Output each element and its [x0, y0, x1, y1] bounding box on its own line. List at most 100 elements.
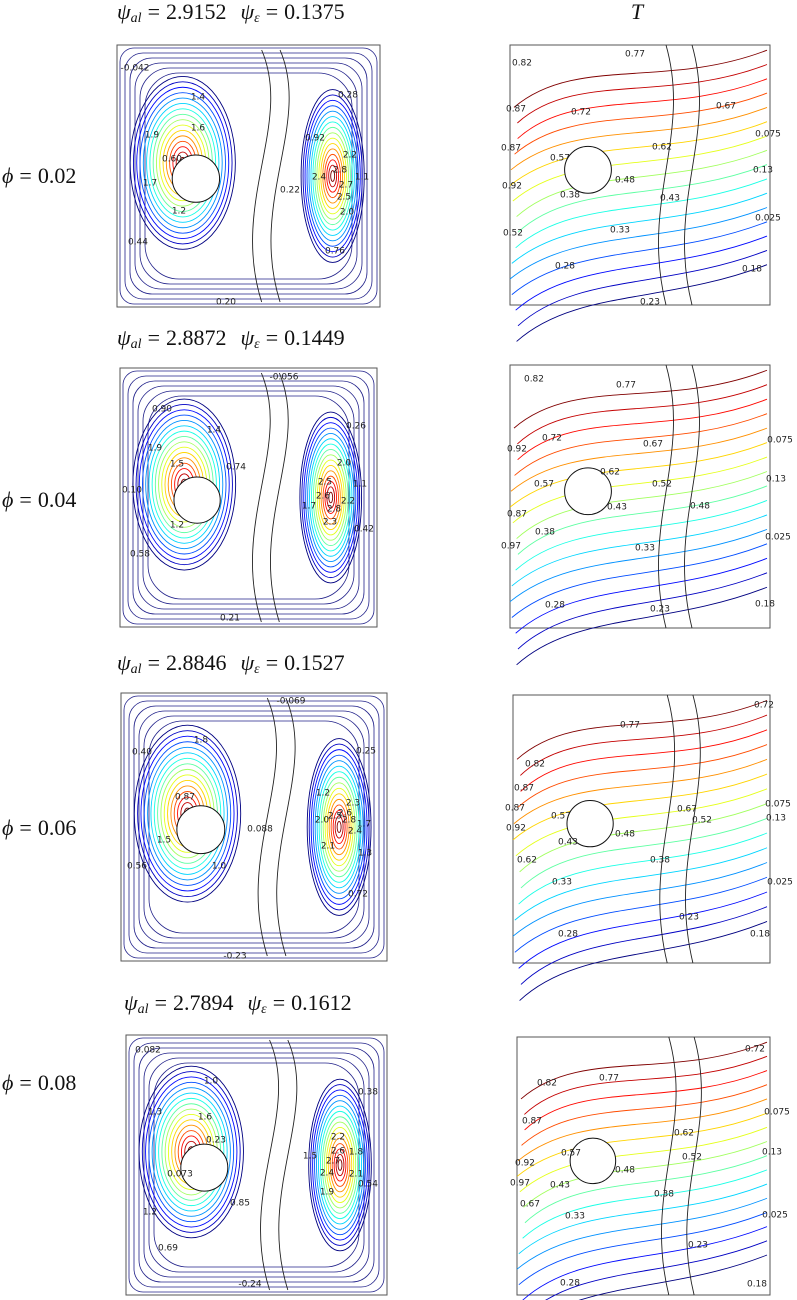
isotherm — [517, 164, 768, 233]
neutral-isotherm — [684, 364, 700, 629]
isotherm-label: 0.18 — [755, 600, 775, 610]
isotherm-label: 0.18 — [747, 1280, 767, 1290]
isotherm — [519, 921, 768, 1001]
header-part: ψ — [117, 650, 131, 675]
streamline-label: 2.3 — [346, 799, 360, 809]
vortex-contour — [145, 419, 224, 550]
isotherm — [520, 714, 768, 776]
isotherm-label: 0.18 — [750, 930, 770, 940]
vortex-contour — [316, 132, 349, 220]
isotherm — [517, 572, 768, 650]
header-part: 0.1612 — [291, 990, 352, 1015]
phi-symbol: ϕ — [2, 487, 13, 512]
isotherm — [517, 485, 768, 555]
vortex-contour — [304, 99, 361, 253]
isotherm — [515, 178, 768, 249]
vortex-contour — [318, 137, 347, 215]
vortex-contour — [328, 164, 338, 188]
panel-frame — [509, 44, 771, 306]
isotherm-label: 0.77 — [616, 381, 636, 391]
isotherm-label: 0.52 — [682, 1153, 702, 1163]
vortex-contour — [145, 1076, 238, 1228]
vortex-contour — [312, 448, 349, 547]
isotherm — [520, 1041, 768, 1100]
streamline-label: 1.9 — [320, 1188, 335, 1198]
isotherm-label: 0.33 — [552, 878, 572, 888]
isotherm-label: 0.33 — [610, 226, 630, 236]
streamline-label: 0.90 — [152, 405, 172, 415]
vortex-contour — [329, 1137, 351, 1193]
isotherm — [511, 221, 768, 295]
vortex-contour — [325, 1127, 355, 1203]
isotherm-label: 0.025 — [762, 1211, 788, 1221]
isotherm-label: 0.18 — [742, 265, 762, 275]
separatrix — [270, 49, 290, 303]
neutral-isotherm — [685, 694, 701, 964]
isotherm-label: 0.38 — [654, 1190, 674, 1200]
isotherm — [524, 1155, 768, 1224]
streamline-label: 0.92 — [305, 134, 325, 144]
streamline-label: 2.1 — [321, 842, 335, 852]
vortex-contour — [314, 1094, 366, 1236]
vortex-contour — [132, 81, 233, 245]
isotherm — [513, 369, 768, 429]
outer-contour — [153, 1062, 360, 1268]
vortex-contour — [310, 1084, 370, 1246]
separatrix — [276, 697, 296, 957]
isotherm-label: 0.075 — [765, 800, 791, 810]
header-part: ψ — [117, 0, 131, 24]
isotherm-label: 0.23 — [679, 913, 699, 923]
vortex-contour — [302, 94, 363, 258]
outer-contour — [124, 52, 373, 300]
isotherm — [509, 528, 768, 603]
isotherm — [511, 543, 768, 618]
isotherm-label: 0.075 — [764, 1108, 790, 1118]
header-part: 0.1449 — [284, 325, 345, 350]
streamline-label: 2.0 — [340, 208, 355, 218]
header-part: ε — [254, 662, 260, 677]
vortex-contour — [336, 821, 342, 833]
vortex-contour — [310, 749, 368, 905]
neutral-isotherm — [661, 1036, 677, 1296]
outer-contour — [128, 700, 380, 954]
isotherm-label: 0.48 — [690, 502, 710, 512]
isotherm — [514, 876, 768, 953]
outer-contour — [138, 1047, 375, 1283]
isotherm-label: 0.72 — [754, 701, 774, 711]
header-part: ε — [254, 11, 260, 26]
vortex-contour — [326, 793, 352, 861]
panel-frame — [512, 694, 771, 964]
phi-value: 0.06 — [38, 815, 77, 840]
isotherm-label: 0.57 — [561, 1149, 581, 1159]
vortex-contour — [328, 491, 334, 504]
isotherm — [515, 788, 768, 857]
isotherm-panel: 0.72 0.77 0.82 0.87 0.67 0.075 0.87 0.57 0.52 0.1… — [505, 694, 793, 1001]
vortex-contour — [129, 75, 236, 250]
streamline-label: -0.24 — [238, 1280, 262, 1290]
header-part: 2.7894 — [173, 990, 234, 1015]
vortex-contour — [150, 752, 225, 875]
streamline-label: 1.0 — [212, 862, 227, 872]
vortex-contour — [143, 741, 232, 886]
streamline-label: 1.5 — [157, 836, 171, 846]
streamline-label: 1.2 — [316, 789, 330, 799]
isotherm — [520, 817, 768, 889]
isotherm — [518, 1183, 768, 1255]
header-part: 2.8846 — [166, 650, 227, 675]
phi-value: 0.08 — [38, 1070, 77, 1095]
vortex-contour — [323, 1121, 357, 1209]
isotherm — [509, 207, 768, 280]
isotherm — [517, 249, 768, 327]
header-part: ψ — [240, 325, 254, 350]
streamline-label: 1.8 — [349, 1148, 364, 1158]
isotherm-label: 0.52 — [652, 480, 672, 490]
isotherm-label: 0.72 — [745, 1045, 765, 1055]
isotherm — [517, 1098, 768, 1162]
isotherm — [515, 557, 768, 634]
isotherm — [511, 514, 768, 587]
streamline-label: 0.20 — [216, 298, 236, 308]
streamline-label: 2.7 — [339, 181, 353, 191]
streamline-label: 1.3 — [148, 1108, 162, 1118]
vortex-contour — [148, 1081, 235, 1223]
